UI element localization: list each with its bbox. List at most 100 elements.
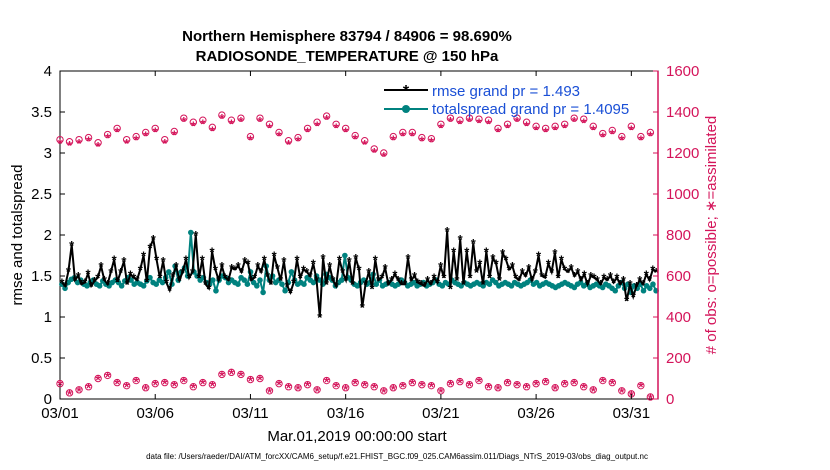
rmse-point-24: * <box>138 262 144 277</box>
rmse-point-22: * <box>131 271 137 286</box>
legend-rmse-label: rmse grand pr = 1.493 <box>432 83 580 100</box>
rmse-point-6: * <box>79 277 85 292</box>
obs-assimilated-high-23: * <box>276 129 282 144</box>
obs-assimilated-high-47: * <box>505 120 511 135</box>
rmse-point-97: * <box>376 273 382 288</box>
rmse-point-2: * <box>66 264 72 279</box>
obs-assimilated-low-4: * <box>96 373 102 388</box>
obs-possible-high-41 <box>446 114 455 122</box>
obs-possible-low-31 <box>351 378 359 387</box>
totalspread-point-90 <box>342 252 348 259</box>
obs-assimilated-low-21: * <box>257 373 263 388</box>
obs-possible-low-6 <box>113 378 121 387</box>
y-left-tick-label-5: 2.5 <box>31 186 52 203</box>
obs-assimilated-low-37: * <box>410 377 416 392</box>
obs-possible-low-40 <box>437 387 445 395</box>
rmse-point-84: * <box>334 279 340 294</box>
obs-assimilated-low-23: * <box>276 378 282 393</box>
rmse-point-8: * <box>85 267 91 282</box>
obs-assimilated-high-51: * <box>543 124 549 139</box>
obs-assimilated-low-19: * <box>238 368 244 383</box>
obs-assimilated-high-28: * <box>324 112 330 127</box>
obs-assimilated-high-6: * <box>115 124 121 139</box>
rmse-point-156: * <box>569 261 575 276</box>
obs-possible-low-23 <box>275 379 283 388</box>
obs-possible-low-11 <box>161 378 169 387</box>
obs-assimilated-low-31: * <box>353 377 359 392</box>
obs-assimilated-low-35: * <box>391 382 397 397</box>
obs-possible-high-26 <box>303 124 312 133</box>
obs-possible-high-53 <box>560 120 569 129</box>
rmse-point-145: * <box>533 265 539 280</box>
obs-possible-low-3 <box>84 383 93 391</box>
obs-possible-low-47 <box>503 378 512 387</box>
obs-assimilated-low-48: * <box>515 379 521 394</box>
obs-possible-low-45 <box>484 383 493 391</box>
obs-assimilated-high-37: * <box>410 129 416 144</box>
y-left-tick-label-4: 2 <box>44 227 52 244</box>
obs-possible-high-60 <box>627 122 636 131</box>
rmse-point-104: * <box>399 277 405 292</box>
y-right-tick-label-7: 1400 <box>666 104 699 121</box>
totalspread-point-188 <box>650 281 656 288</box>
rmse-point-173: * <box>624 294 630 309</box>
rmse-point-88: * <box>347 254 353 269</box>
obs-possible-low-59 <box>618 387 626 395</box>
rmse-point-162: * <box>588 269 594 284</box>
rmse-point-180: * <box>647 273 653 288</box>
rmse-point-148: * <box>543 271 549 286</box>
rmse-point-34: * <box>170 269 176 284</box>
obs-assimilated-high-4: * <box>96 139 102 154</box>
obs-assimilated-high-32: * <box>362 137 368 152</box>
rmse-point-158: * <box>575 265 581 280</box>
obs-assimilated-high-59: * <box>619 133 625 148</box>
obs-possible-high-47 <box>503 120 512 129</box>
rmse-point-4: * <box>72 273 78 288</box>
rmse-point-153: * <box>559 253 565 268</box>
obs-possible-low-16 <box>208 380 217 389</box>
rmse-point-46: * <box>210 244 216 259</box>
obs-possible-high-44 <box>475 115 483 123</box>
rmse-point-111: * <box>422 279 428 294</box>
totalspread-point-96 <box>360 277 367 283</box>
obs-assimilated-high-54: * <box>572 114 578 129</box>
rmse-point-11: * <box>95 271 101 286</box>
rmse-point-29: * <box>154 253 160 268</box>
obs-assimilated-low-33: * <box>372 381 378 396</box>
rmse-point-114: * <box>432 271 438 286</box>
x-axis: 03/01 03/06 03/11 03/16 03/21 03/26 03/31 <box>41 71 650 422</box>
rmse-point-142: * <box>523 269 529 284</box>
obs-assimilated-high-0: * <box>57 136 63 151</box>
chart-title-line1: Northern Hemisphere 83794 / 84906 = 98.6… <box>182 28 512 45</box>
obs-assimilated-high-1: * <box>67 138 73 153</box>
obs-assimilated-high-5: * <box>105 131 111 146</box>
rmse-point-126: * <box>471 236 477 251</box>
obs-assimilated-low-45: * <box>486 381 492 396</box>
obs-assimilated-high-27: * <box>315 118 321 133</box>
rmse-point-95: * <box>370 281 376 296</box>
totalspread-point-100 <box>373 281 380 288</box>
rmse-point-157: * <box>572 269 578 284</box>
rmse-point-70: * <box>288 285 294 300</box>
rmse-point-79: * <box>317 310 323 325</box>
obs-assimilated-high-31: * <box>353 132 359 147</box>
rmse-point-174: * <box>627 277 633 292</box>
obs-assimilated-high-36: * <box>400 129 406 144</box>
obs-assimilated-low-15: * <box>200 377 206 392</box>
obs-assimilated-high-29: * <box>334 120 340 135</box>
rmse-point-165: * <box>598 277 604 292</box>
obs-possible-low-42 <box>456 377 464 386</box>
rmse-point-40: * <box>190 265 196 280</box>
obs-assimilated-high-62: * <box>648 129 654 144</box>
rmse-point-85: * <box>337 253 343 268</box>
rmse-point-128: * <box>477 257 483 272</box>
rmse-point-38: * <box>183 253 189 268</box>
rmse-point-155: * <box>565 265 571 280</box>
obs-possible-high-39 <box>427 134 436 143</box>
y-axis-left-label: rmse and totalspread <box>9 165 26 306</box>
obs-possible-high-15 <box>199 116 207 124</box>
totalspread-point-73 <box>288 269 295 275</box>
rmse-point-31: * <box>161 254 167 269</box>
x-tick-label-6: 03/31 <box>613 405 651 422</box>
obs-possible-high-16 <box>208 123 217 132</box>
